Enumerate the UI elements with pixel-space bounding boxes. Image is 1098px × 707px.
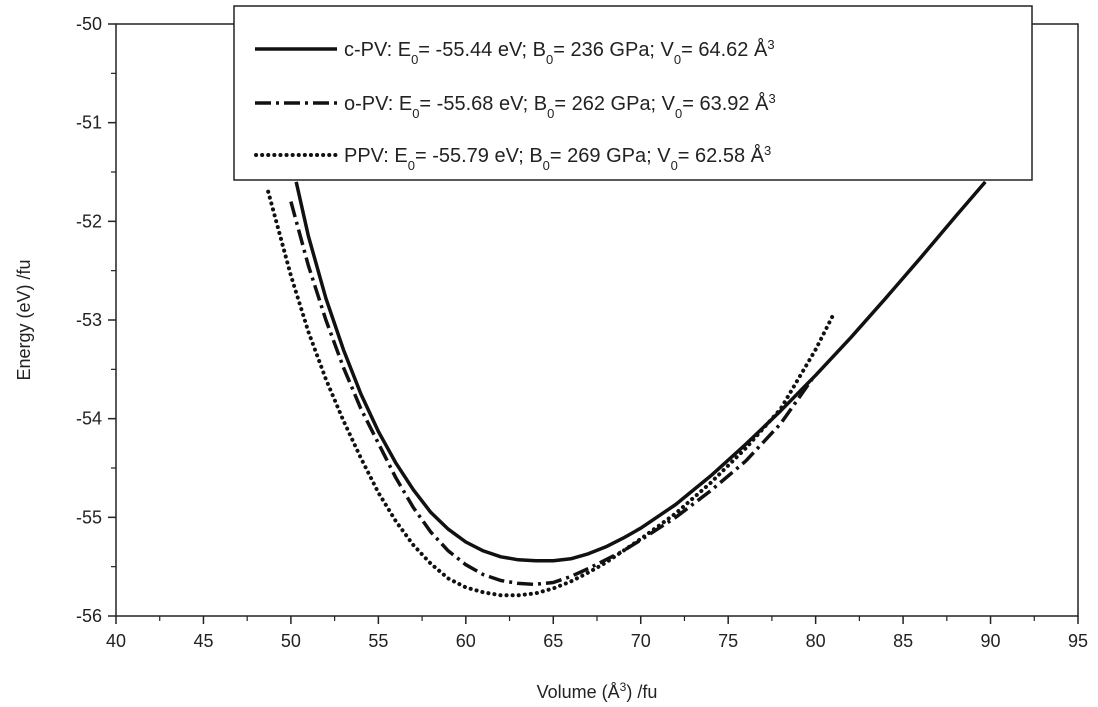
legend-entry-c-pv: c-PV: E0= -55.44 eV; B0= 236 GPa; V0= 64… xyxy=(344,37,775,67)
x-tick-label: 60 xyxy=(456,631,476,651)
legend-sub: 0 xyxy=(674,52,681,67)
legend-v0-o-pv: 63.92 xyxy=(700,93,750,115)
y-tick-label: -53 xyxy=(76,310,102,330)
legend-v0-c-pv: 64.62 xyxy=(698,39,748,61)
legend-unit: Å xyxy=(750,92,770,115)
legend: c-PV: E0= -55.44 eV; B0= 236 GPa; V0= 64… xyxy=(233,5,1033,181)
legend-sub: 0 xyxy=(675,106,682,121)
legend-sep: = xyxy=(678,145,695,167)
y-tick-label: -56 xyxy=(76,606,102,626)
legend-sep: = xyxy=(682,93,699,115)
legend-name-c-pv: c-PV xyxy=(344,39,388,61)
x-tick-label: 75 xyxy=(718,631,738,651)
legend-sep: : E xyxy=(387,39,411,61)
y-axis-title: Energy (eV) /fu xyxy=(14,259,34,380)
y-tick-label: -54 xyxy=(76,409,102,429)
legend-name-ppv: PPV xyxy=(344,145,385,167)
x-tick-label: 45 xyxy=(193,631,213,651)
x-tick-label: 90 xyxy=(981,631,1001,651)
legend-sep: = xyxy=(550,145,567,167)
x-axis-title-sup: 3 xyxy=(620,680,627,694)
legend-sub: 0 xyxy=(412,106,419,121)
y-tick-label: -52 xyxy=(76,211,102,231)
legend-sub: 0 xyxy=(547,106,554,121)
x-tick-label: 40 xyxy=(106,631,126,651)
x-tick-label: 95 xyxy=(1068,631,1088,651)
x-tick-label: 65 xyxy=(543,631,563,651)
legend-e0-c-pv: -55.44 xyxy=(436,39,493,61)
legend-box xyxy=(233,5,1033,181)
legend-sep: : E xyxy=(388,93,412,115)
legend-name-o-pv: o-PV xyxy=(344,93,389,115)
x-axis-title-post: ) /fu xyxy=(626,682,657,702)
x-tick-label: 70 xyxy=(631,631,651,651)
legend-sup: 3 xyxy=(768,91,775,106)
x-axis-title: Volume (Å3) /fu xyxy=(537,680,658,702)
series-line-c-pv xyxy=(294,180,987,563)
legend-b0-ppv: 269 xyxy=(567,145,600,167)
legend-sub: 0 xyxy=(408,158,415,173)
legend-sep: : E xyxy=(383,145,407,167)
legend-sep: = xyxy=(419,93,436,115)
legend-sep: = xyxy=(681,39,698,61)
legend-unit: eV; B xyxy=(493,93,547,115)
legend-sub: 0 xyxy=(546,52,553,67)
legend-unit: eV; B xyxy=(489,145,543,167)
legend-entry-o-pv: o-PV: E0= -55.68 eV; B0= 262 GPa; V0= 63… xyxy=(344,91,776,121)
legend-sub: 0 xyxy=(671,158,678,173)
legend-e0-ppv: -55.79 xyxy=(432,145,489,167)
y-tick-label: -50 xyxy=(76,14,102,34)
legend-sub: 0 xyxy=(543,158,550,173)
legend-sep: = xyxy=(554,93,571,115)
legend-sup: 3 xyxy=(767,37,774,52)
series-layer xyxy=(266,180,987,598)
x-tick-label: 50 xyxy=(281,631,301,651)
legend-e0-o-pv: -55.68 xyxy=(437,93,494,115)
legend-unit: GPa; V xyxy=(605,93,676,115)
y-tick-label: -51 xyxy=(76,113,102,133)
y-tick-label: -55 xyxy=(76,507,102,527)
legend-unit: Å xyxy=(745,144,765,167)
series-line-ppv xyxy=(266,189,836,598)
legend-unit: GPa; V xyxy=(601,145,672,167)
legend-unit: Å xyxy=(748,38,768,61)
x-axis-title-pre: Volume (Å xyxy=(537,682,620,702)
legend-b0-o-pv: 262 xyxy=(572,93,605,115)
legend-unit: eV; B xyxy=(492,39,546,61)
x-tick-label: 55 xyxy=(368,631,388,651)
legend-unit: GPa; V xyxy=(604,39,675,61)
series-line-o-pv xyxy=(289,201,814,587)
legend-sup: 3 xyxy=(764,143,771,158)
legend-b0-c-pv: 236 xyxy=(570,39,603,61)
legend-v0-ppv: 62.58 xyxy=(695,145,745,167)
x-tick-label: 80 xyxy=(806,631,826,651)
legend-sep: = xyxy=(418,39,435,61)
legend-entry-ppv: PPV: E0= -55.79 eV; B0= 269 GPa; V0= 62.… xyxy=(344,143,771,173)
legend-sep: = xyxy=(415,145,432,167)
ticks-layer: 40 45 50 55 60 65 70 75 80 85 90 95 -50 -51 -52 -53 -54 -… xyxy=(76,14,1088,651)
legend-sub: 0 xyxy=(411,52,418,67)
legend-sep: = xyxy=(553,39,570,61)
x-tick-label: 85 xyxy=(893,631,913,651)
